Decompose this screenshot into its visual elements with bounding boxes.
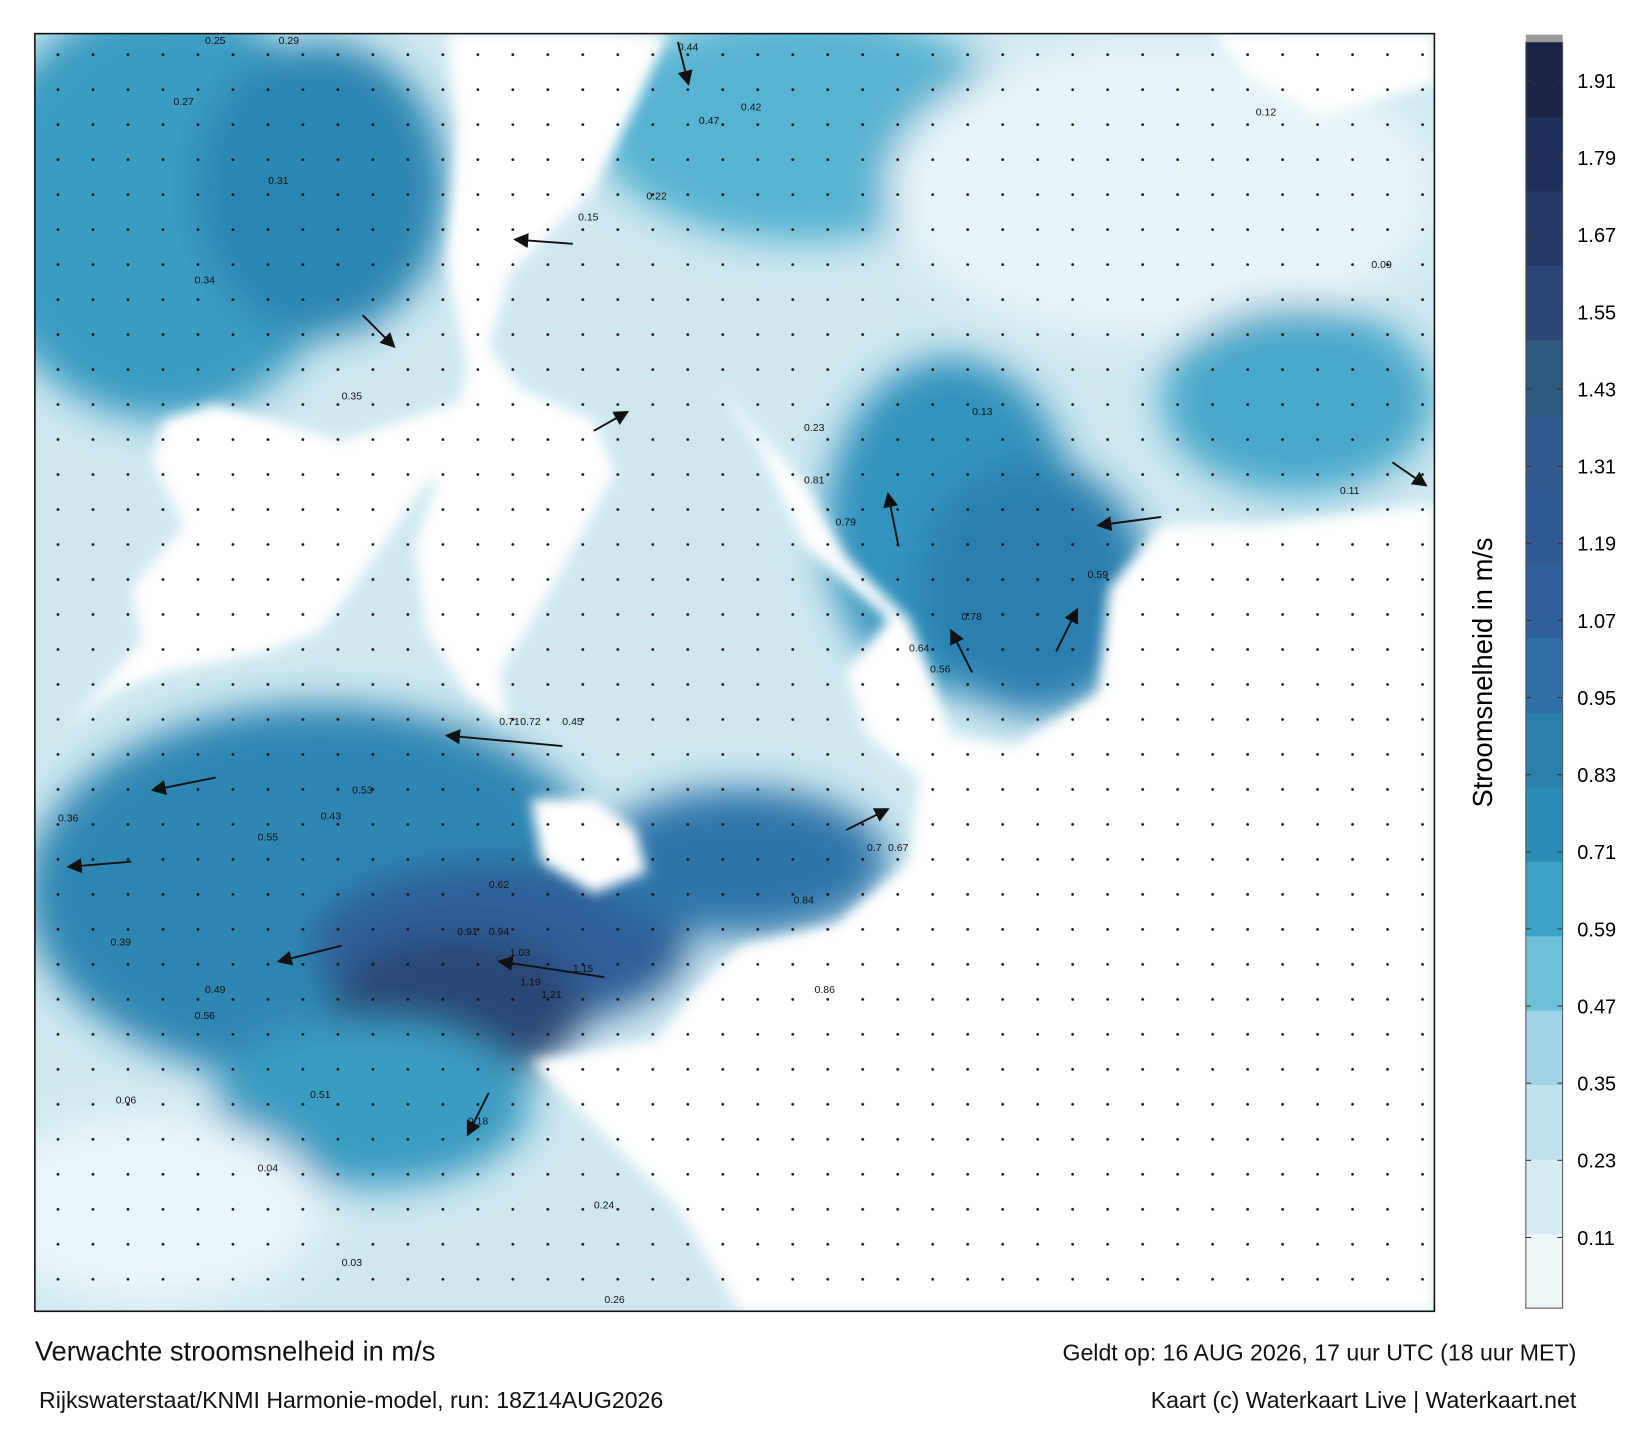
speed-label: 0.23 xyxy=(804,422,825,434)
speed-label: 1.03 xyxy=(510,947,531,959)
speed-label: 0.39 xyxy=(111,937,132,949)
colorbar-band xyxy=(1525,190,1563,266)
colorbar-tick-label: 1.67 xyxy=(1577,225,1616,247)
colorbar-tick-label: 0.71 xyxy=(1577,842,1616,864)
speed-label: 0.94 xyxy=(489,926,510,938)
grid-dots xyxy=(34,33,1435,1312)
colorbar-band xyxy=(1525,1159,1563,1235)
speed-label: 0.03 xyxy=(342,1257,363,1269)
colorbar-band xyxy=(1525,488,1563,564)
colorbar-tick-label: 0.11 xyxy=(1577,1228,1614,1250)
colorbar-cap xyxy=(1525,34,1563,43)
colorbar-tick-label: 1.31 xyxy=(1577,457,1616,479)
colorbar-tick-label: 1.43 xyxy=(1577,379,1616,401)
colorbar-tick-label: 0.47 xyxy=(1577,996,1616,1018)
source: Rijkswaterstaat/KNMI Harmonie-model, run… xyxy=(39,1387,663,1413)
speed-labels: 0.25 0.29 0.27 0.44 0.31 0.34 0.35 0.23 0.47 0.42… xyxy=(58,35,1392,1306)
map-frame xyxy=(34,32,1436,1313)
speed-label: 0.62 xyxy=(489,879,510,891)
speed-label: 0.45 xyxy=(562,716,583,728)
speed-label: 0.42 xyxy=(741,101,762,113)
speed-label: 0.13 xyxy=(972,406,993,418)
speed-label: 0.26 xyxy=(604,1294,625,1306)
colorbar-tick-label: 1.07 xyxy=(1577,611,1616,633)
speed-label: 0.59 xyxy=(1088,569,1109,581)
colorbar-label: Stroomsnelheid in m/s xyxy=(1467,537,1498,807)
colorbar-tick-label: 1.19 xyxy=(1577,534,1616,556)
colorbar: 0.11 0.23 0.35 0.47 0.59 0.71 0.83 0.95 1.07 1.19… xyxy=(1525,42,1616,1309)
colorbar-band xyxy=(1525,1084,1563,1160)
speed-label: 0.78 xyxy=(962,611,983,623)
speed-label: 0.22 xyxy=(646,191,667,203)
colorbar-tick-label: 1.91 xyxy=(1577,71,1616,93)
colorbar-band xyxy=(1525,414,1563,490)
speed-label: 0.15 xyxy=(578,212,599,224)
colorbar-tick-label: 0.59 xyxy=(1577,919,1616,941)
speed-label: 1.19 xyxy=(520,977,541,989)
speed-label: 0.09 xyxy=(1371,259,1392,271)
speed-label: 0.56 xyxy=(195,1010,216,1022)
speed-label: 0.31 xyxy=(268,175,289,187)
colorbar-band xyxy=(1525,563,1563,639)
speed-label: 0.64 xyxy=(909,642,930,654)
speed-label: 0.71 xyxy=(499,716,520,728)
colorbar-band xyxy=(1525,935,1563,1011)
valid-time: Geldt op: 16 AUG 2026, 17 uur UTC (18 uu… xyxy=(1062,1340,1576,1366)
speed-label: 0.81 xyxy=(804,474,825,486)
colorbar-band xyxy=(1525,712,1563,788)
speed-label: 0.25 xyxy=(205,35,226,47)
speed-label: 0.86 xyxy=(814,984,835,996)
colorbar-band xyxy=(1525,1010,1563,1086)
colorbar-band xyxy=(1525,42,1563,118)
colorbar-tick-label: 1.55 xyxy=(1577,302,1616,324)
colorbar-band xyxy=(1525,265,1563,341)
colorbar-band xyxy=(1525,637,1563,713)
speed-label: 0.44 xyxy=(678,41,699,53)
credit: Kaart (c) Waterkaart Live | Waterkaart.n… xyxy=(1151,1387,1577,1413)
speed-label: 0.91 xyxy=(457,926,478,938)
speed-label: 0.06 xyxy=(116,1094,137,1106)
speed-label: 0.47 xyxy=(699,115,720,127)
speed-label: 0.67 xyxy=(888,842,909,854)
speed-label: 0.24 xyxy=(594,1199,615,1211)
speed-label: 1.21 xyxy=(541,989,562,1001)
speed-label: 0.04 xyxy=(258,1163,279,1175)
colorbar-band xyxy=(1525,339,1563,415)
speed-label: 0.72 xyxy=(520,716,541,728)
speed-label: 0.84 xyxy=(793,895,814,907)
colorbar-band xyxy=(1525,861,1563,937)
speed-label: 0.18 xyxy=(468,1115,489,1127)
speed-label: 0.34 xyxy=(195,275,216,287)
speed-label: 0.53 xyxy=(352,784,373,796)
colorbar-tick-label: 0.23 xyxy=(1577,1151,1616,1173)
speed-label: 0.35 xyxy=(342,390,363,402)
map-area: 0.25 0.29 0.27 0.44 0.31 0.34 0.35 0.23 0.47 0.42… xyxy=(34,33,1435,1312)
colorbar-tick-label: 0.35 xyxy=(1577,1074,1616,1096)
speed-label: 0.11 xyxy=(1340,485,1360,497)
speed-label: 0.29 xyxy=(279,35,300,47)
colorbar-band xyxy=(1525,116,1563,192)
colorbar-tick-label: 0.95 xyxy=(1577,688,1616,710)
colorbar-band xyxy=(1525,786,1563,862)
speed-label: 0.55 xyxy=(258,832,279,844)
current-arrows xyxy=(66,41,1428,1137)
speed-label: 0.79 xyxy=(836,516,857,528)
speed-label: 0.27 xyxy=(174,96,195,108)
colorbar-tick-label: 1.79 xyxy=(1577,148,1616,170)
speed-label: 0.43 xyxy=(321,811,342,823)
speed-label: 0.56 xyxy=(930,663,951,675)
speed-label: 0.7 xyxy=(867,842,882,854)
colorbar-tick-label: 0.83 xyxy=(1577,765,1616,787)
speed-label: 1.15 xyxy=(573,963,594,975)
speed-label: 0.51 xyxy=(310,1089,331,1101)
speed-label: 0.36 xyxy=(58,813,79,825)
colorbar-band xyxy=(1525,1233,1563,1309)
title: Verwachte stroomsnelheid in m/s xyxy=(35,1336,436,1367)
speed-label: 0.12 xyxy=(1256,107,1277,119)
speed-label: 0.49 xyxy=(205,984,226,996)
